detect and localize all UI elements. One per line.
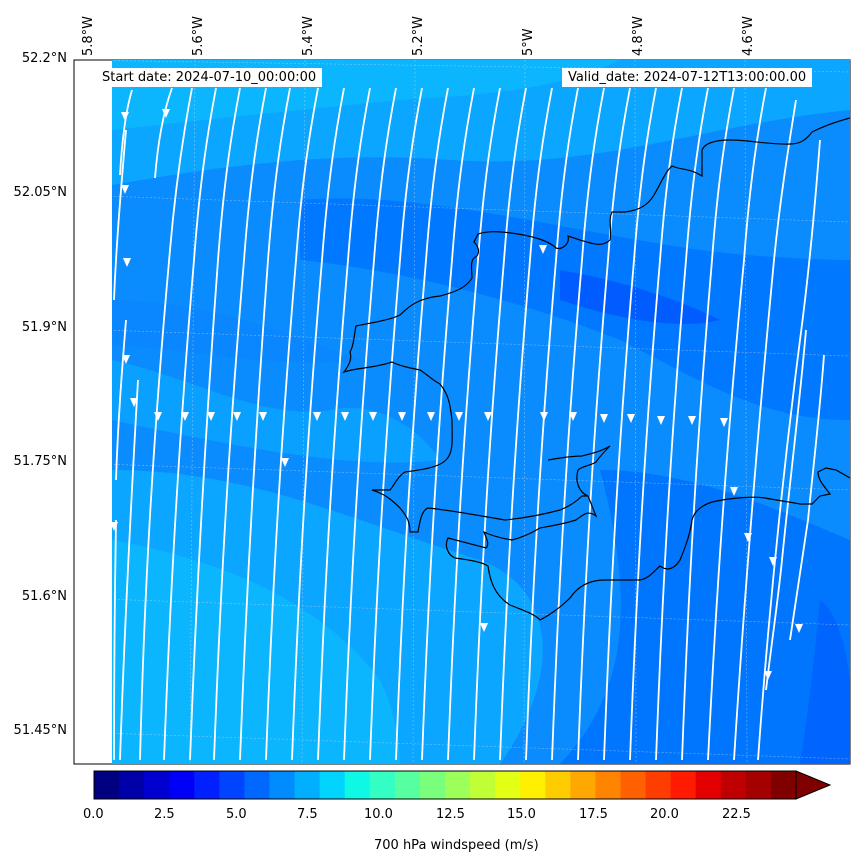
- lat-label-51.9N: 51.9°N: [21, 320, 67, 335]
- colorbar-extend-arrow: [795, 770, 832, 800]
- lat-label-52.2N: 52.2°N: [21, 51, 67, 66]
- colorbar-segment: [419, 771, 446, 799]
- field-darkest-southeast: [800, 600, 850, 764]
- colorbar-tick-8: 20.0: [650, 807, 679, 822]
- colorbar-segment: [695, 771, 722, 799]
- colorbar-segment: [169, 771, 195, 799]
- colorbar-title: 700 hPa windspeed (m/s): [374, 838, 539, 853]
- colorbar-tick-2: 5.0: [226, 807, 247, 822]
- colorbar-segment: [745, 771, 772, 799]
- colorbar-tick-4: 10.0: [364, 807, 393, 822]
- colorbar-tick-5: 12.5: [436, 807, 465, 822]
- lat-label-51.75N: 51.75°N: [13, 454, 67, 469]
- colorbar-segment: [495, 771, 521, 799]
- colorbar-segment: [294, 771, 321, 799]
- lat-label-51.6N: 51.6°N: [21, 589, 67, 604]
- streamline-arrowheads: [112, 109, 803, 680]
- colorbar-tick-1: 2.5: [154, 807, 175, 822]
- colorbar-segment: [770, 771, 797, 799]
- colorbar-tick-9: 22.5: [722, 807, 751, 822]
- colorbar-segment: [94, 771, 120, 799]
- colorbar-segment: [595, 771, 622, 799]
- colorbar-segment: [119, 771, 145, 799]
- field-light-mid: [112, 360, 440, 463]
- colorbar-segment: [144, 771, 170, 799]
- colorbar-tick-6: 15.0: [507, 807, 536, 822]
- colorbar-segment: [545, 771, 571, 799]
- colorbar-segment: [269, 771, 296, 799]
- colorbar-tick-7: 17.5: [579, 807, 608, 822]
- field-mid-band: [112, 300, 360, 363]
- field-lightest-bottom: [112, 540, 400, 764]
- colorbar-segment: [470, 771, 496, 799]
- field-darkest-patch: [560, 270, 720, 324]
- colorbar-segment: [720, 771, 747, 799]
- wind-streamlines: [113, 87, 825, 761]
- valid-date-label: Valid_date: 2024-07-12T13:00:00.00: [562, 68, 813, 87]
- colorbar-segment: [194, 771, 220, 799]
- colorbar: [94, 771, 797, 799]
- colorbar-segment: [394, 771, 421, 799]
- coastline: [342, 117, 850, 621]
- colorbar-segment: [620, 771, 647, 799]
- colorbar-segment: [344, 771, 371, 799]
- colorbar-segment: [670, 771, 697, 799]
- windspeed-field: [112, 60, 850, 764]
- colorbar-segment: [520, 771, 546, 799]
- start-date-label: Start date: 2024-07-10_00:00:00: [96, 68, 323, 87]
- colorbar-segment: [645, 771, 672, 799]
- lat-label-52.05N: 52.05°N: [13, 185, 67, 200]
- colorbar-tick-3: 7.5: [297, 807, 318, 822]
- colorbar-segment: [319, 771, 346, 799]
- colorbar-segment: [369, 771, 396, 799]
- colorbar-segment: [570, 771, 597, 799]
- lat-label-51.45N: 51.45°N: [13, 723, 67, 738]
- colorbar-tick-0: 0.0: [83, 807, 104, 822]
- colorbar-segment: [219, 771, 246, 799]
- colorbar-segment: [244, 771, 271, 799]
- colorbar-segment: [445, 771, 471, 799]
